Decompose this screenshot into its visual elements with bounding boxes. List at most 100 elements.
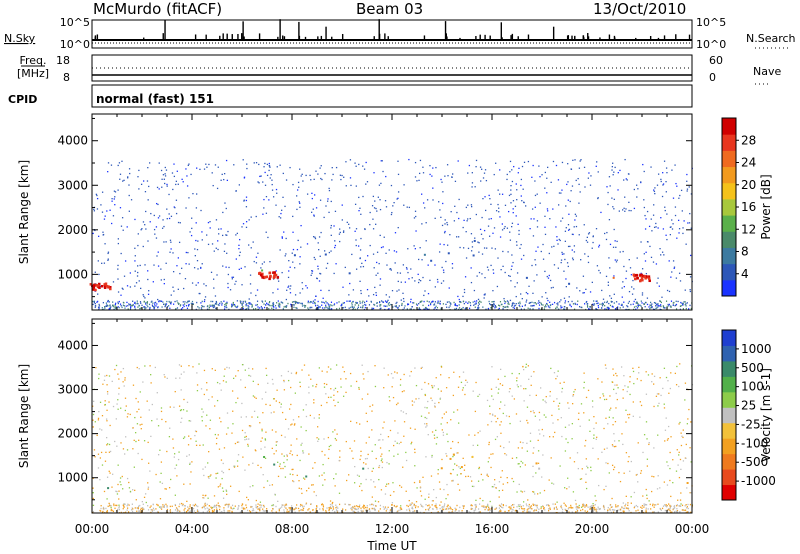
power-nearrange-point xyxy=(543,308,546,310)
velocity-noise-point xyxy=(237,370,239,372)
power-noise-point xyxy=(440,282,443,284)
velocity-noise-point xyxy=(663,403,665,405)
velocity-noise-point xyxy=(428,412,430,414)
power-noise-point xyxy=(614,240,616,242)
power-noise-point xyxy=(250,247,252,249)
velocity-nearrange-point xyxy=(196,509,199,511)
velocity-nearrange-point xyxy=(387,506,389,509)
power-colorbar-label: 24 xyxy=(741,156,756,170)
velocity-noise-point xyxy=(487,461,489,463)
velocity-nearrange-point xyxy=(669,506,671,508)
velocity-noise-point xyxy=(535,472,537,474)
power-nearrange-point xyxy=(200,302,202,304)
velocity-nearrange-point xyxy=(117,508,119,511)
velocity-noise-point xyxy=(93,400,95,402)
power-noise-point xyxy=(111,200,113,202)
velocity-noise-point xyxy=(595,508,597,510)
velocity-noise-point xyxy=(290,444,292,446)
power-nearrange-point xyxy=(144,308,146,310)
power-noise-point xyxy=(665,191,667,193)
velocity-noise-point xyxy=(465,379,467,381)
velocity-noise-point xyxy=(397,432,399,434)
velocity-noise-point xyxy=(190,438,192,440)
power-nearrange-point xyxy=(290,305,292,307)
velocity-noise-point xyxy=(539,492,541,494)
velocity-nearrange-point xyxy=(293,508,295,511)
velocity-nearrange-point xyxy=(643,504,645,507)
power-noise-point xyxy=(168,193,170,196)
power-noise-point xyxy=(682,232,684,235)
power-noise-point xyxy=(678,232,680,234)
velocity-noise-point xyxy=(332,431,334,433)
power-core-point xyxy=(647,275,651,278)
power-noise-point xyxy=(121,217,124,219)
power-nearrange-point xyxy=(555,307,557,310)
velocity-noise-point xyxy=(529,394,531,397)
power-nearrange-point xyxy=(586,306,589,308)
power-noise-point xyxy=(628,201,630,204)
velocity-noise-point xyxy=(625,495,627,497)
velocity-noise-point xyxy=(354,465,356,468)
velocity-nearrange-point xyxy=(507,510,510,512)
power-noise-point xyxy=(552,286,554,289)
power-noise-point xyxy=(534,180,536,182)
power-noise-point xyxy=(415,230,417,232)
velocity-noise-point xyxy=(350,385,352,387)
velocity-noise-point xyxy=(183,371,185,373)
power-noise-point xyxy=(245,196,248,198)
power-nearrange-point xyxy=(321,301,323,303)
velocity-nearrange-point xyxy=(609,508,611,510)
power-nearrange-point xyxy=(340,304,342,307)
velocity-noise-point xyxy=(218,417,221,419)
velocity-noise-point xyxy=(548,479,550,481)
velocity-noise-point xyxy=(403,435,405,437)
velocity-colorbar-swatch xyxy=(722,407,736,424)
velocity-noise-point xyxy=(526,419,528,422)
power-noise-point xyxy=(191,227,193,230)
velocity-noise-point xyxy=(579,425,581,427)
velocity-noise-point xyxy=(95,367,97,369)
velocity-noise-point xyxy=(372,467,374,470)
velocity-noise-point xyxy=(136,366,138,369)
velocity-nearrange-point xyxy=(593,505,595,507)
velocity-noise-point xyxy=(183,398,185,401)
velocity-nearrange-point xyxy=(441,506,443,509)
velocity-noise-point xyxy=(592,502,594,505)
velocity-noise-point xyxy=(280,406,282,408)
velocity-noise-point xyxy=(646,458,649,460)
power-noise-point xyxy=(149,221,151,223)
power-noise-point xyxy=(539,202,541,204)
power-noise-point xyxy=(663,254,665,256)
power-noise-point xyxy=(321,178,323,181)
velocity-panel-frame xyxy=(91,318,693,514)
velocity-noise-point xyxy=(271,484,274,486)
power-noise-point xyxy=(531,264,533,267)
power-noise-point xyxy=(98,273,100,276)
power-noise-point xyxy=(580,259,582,261)
velocity-noise-point xyxy=(458,376,461,378)
power-noise-point xyxy=(335,166,338,169)
velocity-nearrange-point xyxy=(310,503,312,505)
power-noise-point xyxy=(176,170,178,172)
velocity-noise-point xyxy=(618,471,620,474)
power-noise-point xyxy=(375,223,377,225)
power-nearrange-point xyxy=(518,304,520,307)
velocity-nearrange-point xyxy=(307,509,309,511)
velocity-noise-point xyxy=(320,404,323,407)
velocity-noise-point xyxy=(679,499,682,501)
velocity-noise-point xyxy=(462,387,464,389)
velocity-noise-point xyxy=(516,491,518,493)
power-noise-point xyxy=(646,297,649,299)
power-nearrange-point xyxy=(458,307,461,309)
velocity-nearrange-point xyxy=(216,504,218,506)
velocity-noise-point xyxy=(508,391,511,393)
power-noise-point xyxy=(417,281,420,284)
power-noise-point xyxy=(362,165,364,167)
velocity-noise-point xyxy=(305,415,308,418)
power-nearrange-point xyxy=(511,305,513,307)
velocity-noise-point xyxy=(552,436,554,438)
power-noise-point xyxy=(306,243,309,245)
power-noise-point xyxy=(534,194,537,197)
velocity-noise-point xyxy=(446,455,448,457)
velocity-nearrange-point xyxy=(675,510,677,512)
